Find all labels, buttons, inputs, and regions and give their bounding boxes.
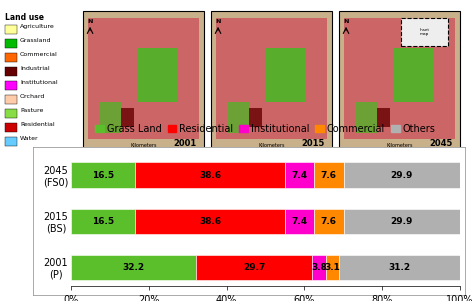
Text: 2001: 2001 (173, 139, 197, 148)
FancyBboxPatch shape (266, 48, 305, 102)
FancyBboxPatch shape (5, 137, 17, 146)
FancyBboxPatch shape (394, 48, 433, 102)
Text: Pasture: Pasture (20, 108, 43, 113)
FancyBboxPatch shape (5, 25, 17, 33)
FancyBboxPatch shape (344, 17, 455, 139)
FancyBboxPatch shape (216, 17, 327, 139)
Text: Commercial: Commercial (20, 52, 58, 57)
Text: 32.2: 32.2 (123, 263, 145, 272)
Text: Land use: Land use (5, 13, 44, 22)
FancyBboxPatch shape (88, 17, 199, 139)
FancyBboxPatch shape (5, 39, 17, 48)
FancyBboxPatch shape (5, 109, 17, 118)
Text: 16.5: 16.5 (92, 171, 114, 180)
Legend: Grass Land, Residential, Institutional, Commercial, Others: Grass Land, Residential, Institutional, … (91, 120, 439, 138)
Bar (135, 209, 285, 234)
Bar (327, 255, 338, 280)
FancyBboxPatch shape (5, 53, 17, 62)
FancyBboxPatch shape (83, 11, 204, 152)
FancyBboxPatch shape (5, 123, 17, 132)
FancyBboxPatch shape (249, 108, 263, 127)
Bar (71, 255, 196, 280)
Bar (285, 163, 314, 188)
Text: Kilometers: Kilometers (258, 143, 284, 148)
FancyBboxPatch shape (339, 11, 460, 152)
Text: 29.9: 29.9 (391, 171, 413, 180)
Text: Kilometers: Kilometers (130, 143, 156, 148)
Text: Inset
map: Inset map (419, 28, 429, 36)
FancyBboxPatch shape (355, 102, 377, 133)
Text: 2045: 2045 (429, 139, 453, 148)
Bar (314, 163, 344, 188)
Bar (285, 209, 314, 234)
Text: 31.2: 31.2 (388, 263, 410, 272)
Bar (196, 255, 312, 280)
Text: N: N (343, 19, 349, 24)
FancyBboxPatch shape (401, 17, 448, 46)
Text: 29.7: 29.7 (243, 263, 265, 272)
Bar (71, 209, 135, 234)
Text: 16.5: 16.5 (92, 217, 114, 226)
Text: N: N (215, 19, 221, 24)
FancyBboxPatch shape (99, 102, 121, 133)
Bar (71, 163, 135, 188)
Bar (344, 209, 460, 234)
Bar (135, 163, 285, 188)
Text: Industrial: Industrial (20, 66, 49, 71)
Text: Kilometers: Kilometers (386, 143, 412, 148)
Text: 7.6: 7.6 (321, 217, 337, 226)
Bar (338, 255, 460, 280)
FancyBboxPatch shape (211, 11, 332, 152)
Text: 7.4: 7.4 (292, 217, 308, 226)
Bar (312, 255, 327, 280)
Text: Institutional: Institutional (20, 80, 57, 85)
Text: 3.8: 3.8 (311, 263, 327, 272)
Bar (314, 209, 344, 234)
Text: 7.4: 7.4 (292, 171, 308, 180)
Bar (344, 163, 460, 188)
Text: 38.6: 38.6 (199, 217, 221, 226)
Text: 38.6: 38.6 (199, 171, 221, 180)
Text: Agriculture: Agriculture (20, 24, 55, 29)
Text: Grassland: Grassland (20, 38, 51, 43)
Text: 2015: 2015 (301, 139, 325, 148)
Text: 29.9: 29.9 (391, 217, 413, 226)
Text: Water: Water (20, 136, 38, 141)
Text: Residential: Residential (20, 122, 55, 127)
FancyBboxPatch shape (5, 67, 17, 76)
Text: N: N (87, 19, 93, 24)
Text: Orchard: Orchard (20, 94, 46, 99)
FancyBboxPatch shape (138, 48, 177, 102)
FancyBboxPatch shape (377, 108, 391, 127)
Text: 7.6: 7.6 (321, 171, 337, 180)
FancyBboxPatch shape (5, 81, 17, 90)
Text: 3.1: 3.1 (325, 263, 340, 272)
FancyBboxPatch shape (121, 108, 135, 127)
FancyBboxPatch shape (227, 102, 249, 133)
FancyBboxPatch shape (5, 95, 17, 104)
